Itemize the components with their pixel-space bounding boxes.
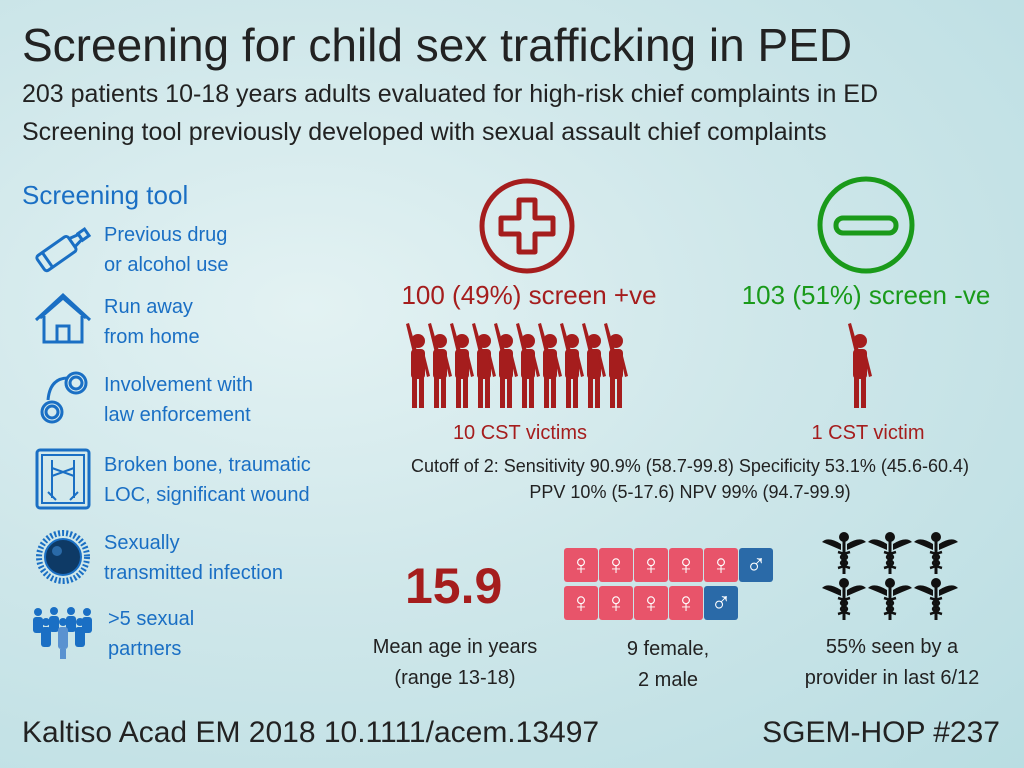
- minus-icon: [817, 176, 915, 274]
- tool-item-runaway: Run away from home: [30, 290, 360, 354]
- crowd-icon: [33, 607, 92, 659]
- subtitle-patients: 203 patients 10-18 years adults evaluate…: [22, 80, 879, 108]
- caduceus-icon: [868, 532, 912, 574]
- episode-number: SGEM-HOP #237: [762, 716, 1000, 749]
- victim-figure: [472, 323, 496, 408]
- mean-age-caption: Mean age in years (range 13-18): [372, 636, 538, 689]
- tool-item-drug: Previous drug or alcohol use: [30, 218, 360, 282]
- mean-age-value: 15.9: [405, 558, 503, 614]
- female-symbol-icon: ♀: [564, 548, 598, 582]
- screening-tool-title: Screening tool: [22, 180, 189, 210]
- male-symbol-icon: ♂: [704, 586, 738, 620]
- victim-figure: [406, 323, 430, 408]
- female-symbol-icon: ♀: [704, 548, 738, 582]
- caduceus-icon: [822, 532, 866, 574]
- bottle-icon: [35, 227, 92, 273]
- screening-statistics: Cutoff of 2: Sensitivity 90.9% (58.7-99.…: [411, 456, 969, 502]
- tool-item-law: Involvement with law enforcement: [30, 368, 360, 432]
- provider-caption: 55% seen by a provider in last 6/12: [804, 636, 980, 689]
- victim-figure: [560, 323, 584, 408]
- screen-positive-label: 100 (49%) screen +ve: [401, 280, 657, 310]
- caduceus-icon: [914, 578, 958, 620]
- caduceus-icon: [868, 578, 912, 620]
- victim-figure: [582, 323, 606, 408]
- citation: Kaltiso Acad EM 2018 10.1111/acem.13497: [22, 716, 600, 749]
- victim-figure: [516, 323, 540, 408]
- female-symbol-icon: ♀: [669, 548, 703, 582]
- tool-item-sti: Sexually transmitted infection: [30, 526, 360, 590]
- plus-icon: [479, 178, 575, 274]
- sex-caption: 9 female, 2 male: [626, 638, 710, 691]
- tool-item-partners: >5 sexual partners: [30, 602, 360, 666]
- victim-figure: [428, 323, 452, 408]
- germ-icon: [36, 530, 90, 584]
- female-symbol-icon: ♀: [634, 548, 668, 582]
- subtitle-tool: Screening tool previously developed with…: [22, 118, 827, 146]
- page-title: Screening for child sex trafficking in P…: [22, 19, 853, 71]
- victim-figure: [848, 323, 872, 408]
- house-icon: [34, 292, 92, 344]
- screen-negative-label: 103 (51%) screen -ve: [741, 280, 991, 310]
- female-symbol-icon: ♀: [599, 586, 633, 620]
- negative-victims-figures: [848, 323, 872, 408]
- victim-figure: [450, 323, 474, 408]
- caduceus-icon: [914, 532, 958, 574]
- sex-distribution-tiles: ♀ ♀ ♀ ♀ ♀ ♂ ♀ ♀ ♀ ♀ ♂: [564, 548, 776, 624]
- female-symbol-icon: ♀: [669, 586, 703, 620]
- negative-victims-label: 1 CST victim: [811, 422, 925, 444]
- tool-item-injury: Broken bone, traumatic LOC, significant w…: [30, 448, 360, 512]
- victim-figure: [494, 323, 518, 408]
- male-symbol-icon: ♂: [739, 548, 773, 582]
- female-symbol-icon: ♀: [564, 586, 598, 620]
- female-symbol-icon: ♀: [634, 586, 668, 620]
- positive-victims-figures: [406, 323, 628, 408]
- caduceus-icon: [822, 578, 866, 620]
- positive-victims-label: 10 CST victims: [452, 422, 588, 444]
- female-symbol-icon: ♀: [599, 548, 633, 582]
- xray-icon: [35, 448, 91, 510]
- handcuffs-icon: [40, 371, 88, 424]
- victim-figure: [604, 323, 628, 408]
- caduceus-icons: [822, 532, 958, 620]
- victim-figure: [538, 323, 562, 408]
